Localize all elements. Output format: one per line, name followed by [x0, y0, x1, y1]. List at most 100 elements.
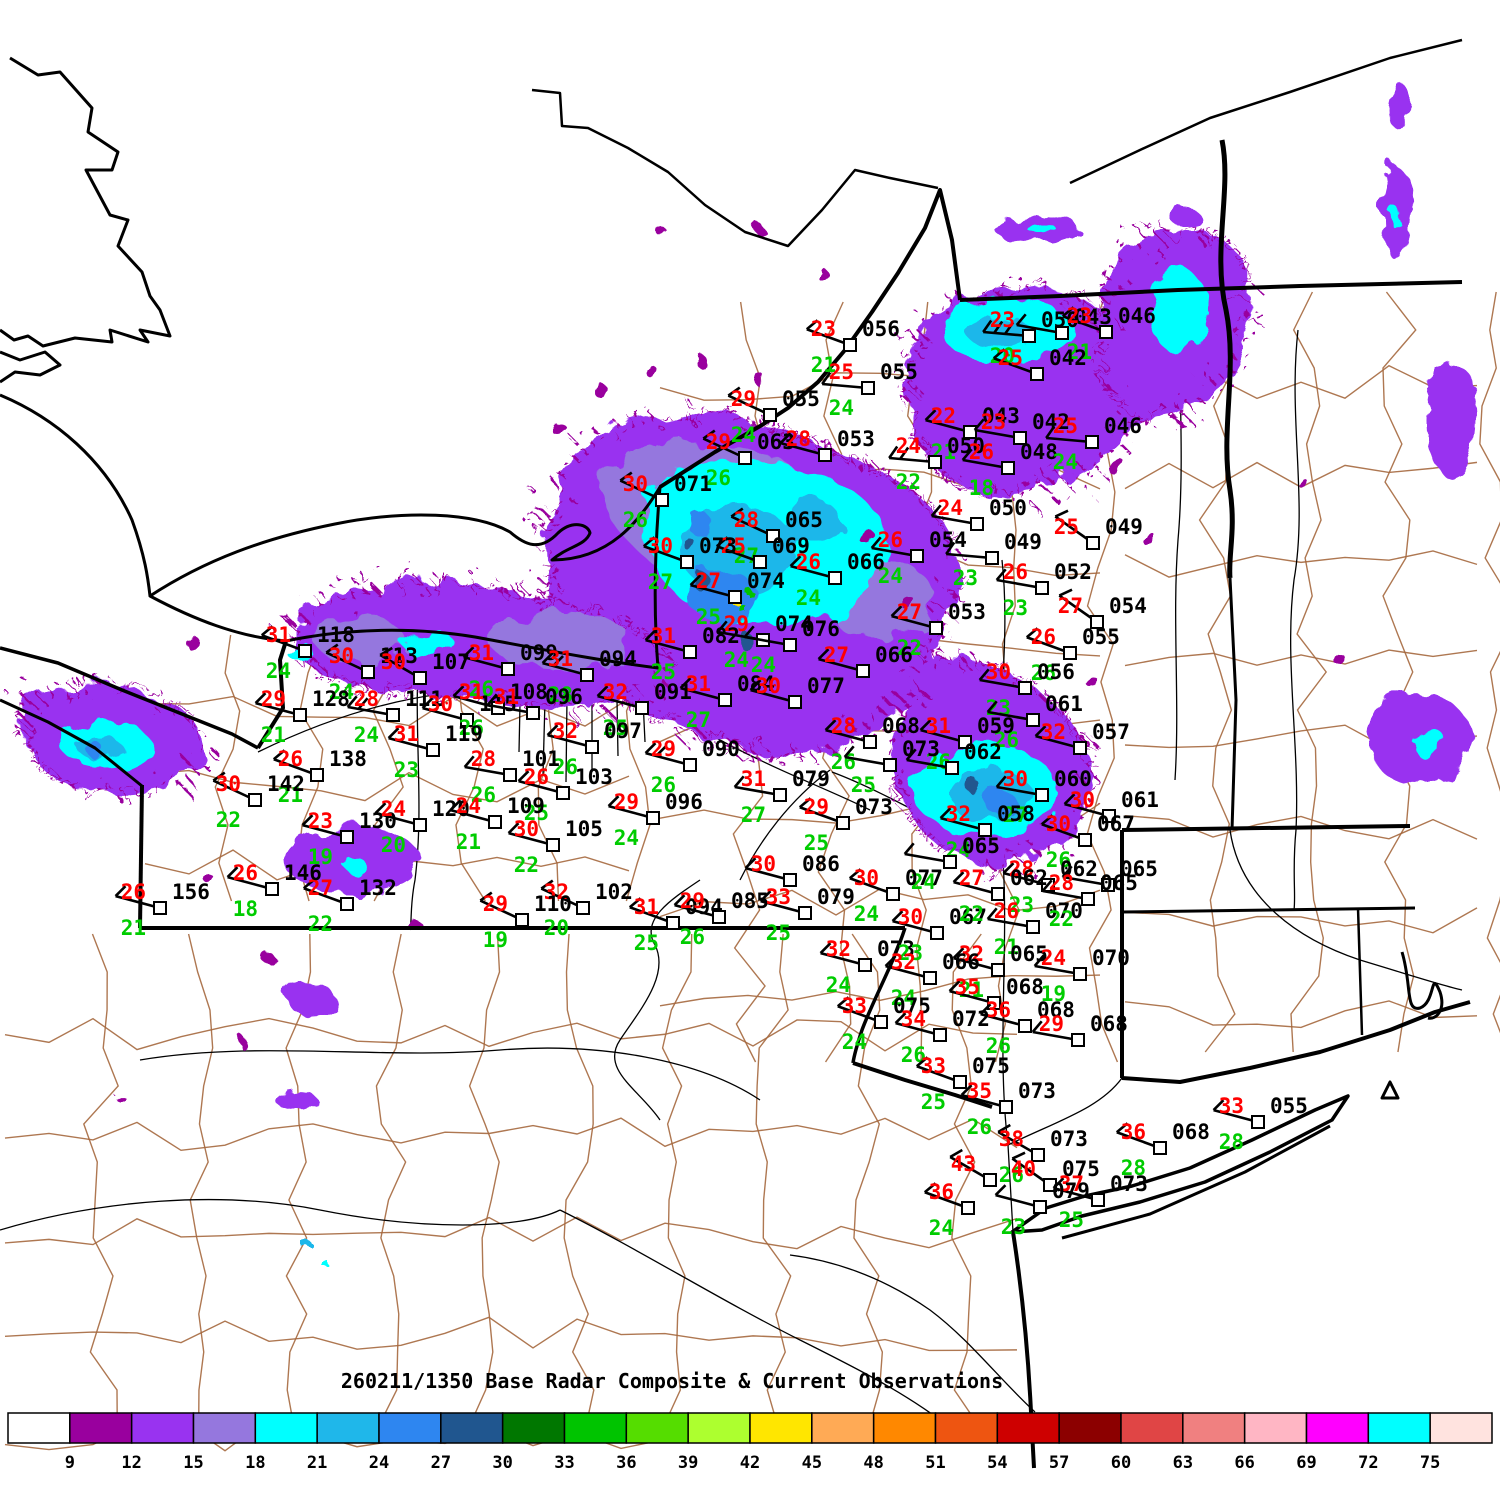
station-marker: [963, 425, 977, 439]
station-marker: [783, 873, 797, 887]
wind-barb-tick: [848, 868, 862, 880]
wind-barb-tick: [888, 445, 899, 459]
station-plot: 32 057: [1034, 720, 1130, 755]
station-marker: [763, 408, 777, 422]
wind-barb: [1053, 1186, 1099, 1202]
station-marker: [1001, 461, 1015, 475]
station-marker: [666, 916, 680, 930]
border-line: [658, 188, 962, 489]
station-marker: [1091, 1193, 1105, 1207]
river-line: [542, 699, 546, 776]
dewpoint-value: 21: [261, 723, 286, 747]
dewpoint-value: 20: [381, 833, 406, 857]
dewpoint-value: 23: [898, 941, 923, 965]
pressure-value: 090: [702, 737, 740, 761]
station-marker: [1251, 1115, 1265, 1129]
wind-barb-tick: [939, 807, 952, 820]
station-marker: [945, 761, 959, 775]
wind-barb: [1041, 823, 1086, 842]
station-marker: [340, 897, 354, 911]
dewpoint-value: 26: [651, 773, 676, 797]
dewpoint-value: 24: [878, 564, 903, 588]
pressure-value: 119: [445, 722, 483, 746]
temperature-value: 26: [233, 861, 258, 885]
station-plot: 27 053 22: [890, 600, 986, 660]
colorbar-segment: [687, 1412, 751, 1444]
wind-barb-tick: [302, 878, 316, 890]
dewpoint-value: 25: [696, 605, 721, 629]
station-plot: 24 109 21: [449, 794, 545, 854]
wind-barb: [1064, 802, 1110, 818]
wind-barb: [760, 899, 806, 915]
wind-barb-tick: [715, 536, 729, 548]
river-line: [1007, 1077, 1123, 1146]
pressure-value: 065: [1100, 871, 1138, 895]
wind-barb-tick: [798, 797, 812, 809]
temperature-value: 30: [623, 472, 648, 496]
station-marker: [1055, 326, 1069, 340]
pressure-value: 043: [982, 404, 1020, 428]
wind-barb-tick: [890, 605, 903, 618]
temperature-value: 23: [981, 410, 1006, 434]
pressure-value: 113: [380, 644, 418, 668]
station-marker: [843, 338, 857, 352]
temperature-value: 29: [1039, 1012, 1064, 1036]
pressure-value: 109: [507, 794, 545, 818]
station-marker: [310, 768, 324, 782]
dewpoint-value: 22: [959, 902, 984, 926]
pressure-value: 096: [665, 790, 703, 814]
temperature-value: 30: [216, 772, 241, 796]
station-marker: [930, 926, 944, 940]
wind-barb: [645, 638, 691, 654]
pressure-value: 068: [882, 714, 920, 738]
dewpoint-value: 26: [831, 750, 856, 774]
station-plot: 24 050: [930, 496, 1027, 531]
dewpoint-value: 24: [614, 826, 639, 850]
station-plot: 29 074 24: [716, 612, 813, 672]
station-plot: 40 075: [1011, 1151, 1100, 1192]
station-marker: [928, 455, 942, 469]
county-line: [1479, 291, 1500, 1034]
wind-barb-tick: [541, 652, 554, 665]
station-marker: [1022, 329, 1036, 343]
county-line: [1124, 907, 1478, 934]
wind-barb: [987, 917, 1034, 929]
radar-echo: [1410, 728, 1446, 756]
dewpoint-value: 23: [1009, 893, 1034, 917]
dewpoint-value: 19: [308, 845, 333, 869]
dewpoint-value: 24: [796, 586, 821, 610]
pressure-value: 065: [962, 834, 1000, 858]
dewpoint-value: 28: [1219, 1130, 1244, 1154]
station-plot: 28 068 26: [824, 714, 920, 774]
wind-barb: [1062, 315, 1107, 334]
temperature-value: 35: [955, 975, 980, 999]
dewpoint-value: 24: [329, 680, 354, 704]
station-plot: 29 128 21: [254, 687, 350, 747]
wind-barb-tick: [749, 679, 762, 692]
dewpoint-value: 22: [897, 636, 922, 660]
county-line: [375, 933, 407, 1429]
wind-barb-tick: [226, 866, 239, 879]
temperature-value: 29: [261, 687, 286, 711]
county-line: [659, 974, 1101, 1007]
temperature-value: 28: [831, 714, 856, 738]
dewpoint-value: 21: [456, 830, 481, 854]
colorbar-segment: [192, 1412, 257, 1444]
station-marker: [970, 517, 984, 531]
temperature-value: 31: [651, 624, 676, 648]
wind-barb-tick: [727, 386, 741, 397]
pressure-value: 076: [802, 617, 840, 641]
wind-barb-tick: [1031, 1020, 1043, 1033]
temperature-value: 38: [999, 1127, 1024, 1151]
wind-barb: [645, 751, 691, 767]
radar-speck: [755, 225, 765, 235]
county-line: [467, 933, 501, 1429]
dewpoint-value: 21: [1067, 340, 1092, 364]
colorbar-label: 48: [863, 1453, 883, 1473]
station-marker: [1013, 431, 1027, 445]
